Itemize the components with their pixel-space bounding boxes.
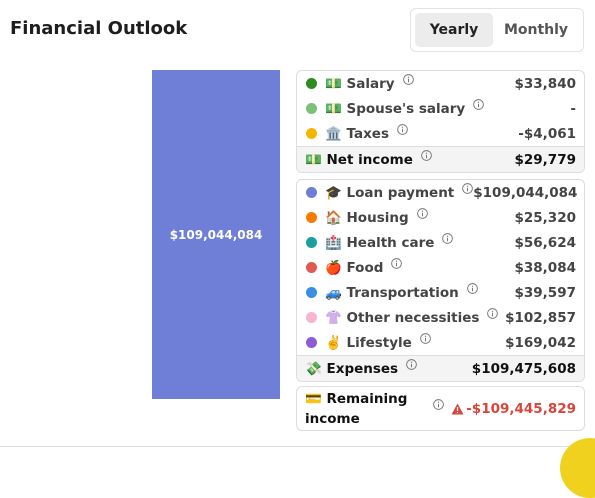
- info-icon[interactable]: [406, 359, 417, 370]
- color-dot: [306, 187, 317, 198]
- info-icon[interactable]: [421, 150, 432, 161]
- item-row: ✌️ Lifestyle $169,042: [297, 330, 584, 355]
- info-icon[interactable]: [487, 308, 499, 319]
- tab-yearly[interactable]: Yearly: [415, 13, 493, 47]
- item-row: 🏛️ Taxes -$4,061: [297, 121, 584, 146]
- item-row: 💵 Salary $33,840: [297, 71, 584, 96]
- row-label: 💵 Net income: [305, 151, 413, 168]
- page: Financial Outlook Yearly Monthly $109,04…: [0, 8, 595, 498]
- info-icon[interactable]: [462, 183, 474, 194]
- row-value: $39,597: [514, 284, 577, 301]
- row-label: 👚 Other necessities: [325, 309, 480, 326]
- row-label: 🍎 Food: [325, 259, 384, 276]
- total-row: 💵 Net income $29,779: [297, 146, 584, 172]
- divider: [0, 446, 595, 447]
- row-label: 🚙 Transportation: [325, 284, 459, 301]
- row-value: $56,624: [514, 234, 577, 251]
- info-icon[interactable]: [397, 124, 408, 135]
- row-value: $33,840: [514, 75, 577, 92]
- color-dot: [306, 312, 317, 323]
- warning-icon: [451, 403, 464, 414]
- row-label: 💸 Expenses: [305, 360, 399, 377]
- row-label: 💵 Spouse's salary: [325, 100, 466, 117]
- row-value: $169,042: [505, 334, 576, 351]
- row-value: $25,320: [514, 209, 577, 226]
- color-dot: [306, 78, 317, 89]
- item-row: 🎓 Loan payment $109,044,084: [297, 180, 584, 205]
- color-dot: [306, 212, 317, 223]
- row-label: 🏠 Housing: [325, 209, 409, 226]
- total-row: 💸 Expenses $109,475,608: [297, 355, 584, 381]
- info-icon[interactable]: [473, 99, 485, 110]
- info-icon[interactable]: [420, 333, 431, 344]
- item-row: 👚 Other necessities $102,857: [297, 305, 584, 330]
- info-icon[interactable]: [416, 208, 428, 219]
- color-dot: [306, 237, 317, 248]
- row-label: 🎓 Loan payment: [325, 184, 455, 201]
- item-row: 🚙 Transportation $39,597: [297, 280, 584, 305]
- help-button[interactable]: [560, 438, 595, 498]
- expense-bar: $109,044,084: [152, 70, 280, 399]
- expenses-card: 🎓 Loan payment $109,044,084 🏠 Housing $25,3…: [296, 179, 585, 382]
- remaining-card: 💳 Remaining income -$109,445,829: [296, 386, 585, 431]
- bar-label: $109,044,084: [169, 227, 263, 242]
- item-row: 🏠 Housing $25,320: [297, 205, 584, 230]
- color-dot: [306, 337, 317, 348]
- row-value: $109,044,084: [473, 184, 578, 201]
- row-value: -: [570, 100, 576, 117]
- row-value: $109,475,608: [471, 360, 576, 377]
- row-value: $29,779: [514, 151, 577, 168]
- row-label: 💵 Salary: [325, 75, 395, 92]
- row-value: $38,084: [514, 259, 577, 276]
- row-value: $102,857: [505, 309, 576, 326]
- row-label: 💳 Remaining income: [305, 390, 408, 427]
- tab-monthly[interactable]: Monthly: [503, 22, 569, 38]
- info-icon[interactable]: [391, 258, 403, 269]
- item-row: 💵 Spouse's salary -: [297, 96, 584, 121]
- info-icon[interactable]: [442, 233, 454, 244]
- row-value: -$4,061: [518, 125, 576, 142]
- remaining-row: 💳 Remaining income -$109,445,829: [297, 387, 584, 430]
- info-icon[interactable]: [402, 74, 414, 85]
- row-label: 🏥 Health care: [325, 234, 435, 251]
- info-icon[interactable]: [433, 399, 444, 410]
- item-row: 🍎 Food $38,084: [297, 255, 584, 280]
- info-icon[interactable]: [466, 283, 478, 294]
- period-toggle: Yearly Monthly: [410, 8, 584, 52]
- color-dot: [306, 287, 317, 298]
- color-dot: [306, 262, 317, 273]
- item-row: 🏥 Health care $56,624: [297, 230, 584, 255]
- row-value: -$109,445,829: [451, 401, 576, 417]
- color-dot: [306, 128, 317, 139]
- row-label: ✌️ Lifestyle: [325, 334, 412, 351]
- color-dot: [306, 103, 317, 114]
- row-label: 🏛️ Taxes: [325, 125, 389, 142]
- remaining-value: -$109,445,829: [466, 400, 576, 417]
- income-card: 💵 Salary $33,840 💵 Spouse's salary - 🏛️ Taxe…: [296, 70, 585, 173]
- page-title: Financial Outlook: [10, 18, 188, 39]
